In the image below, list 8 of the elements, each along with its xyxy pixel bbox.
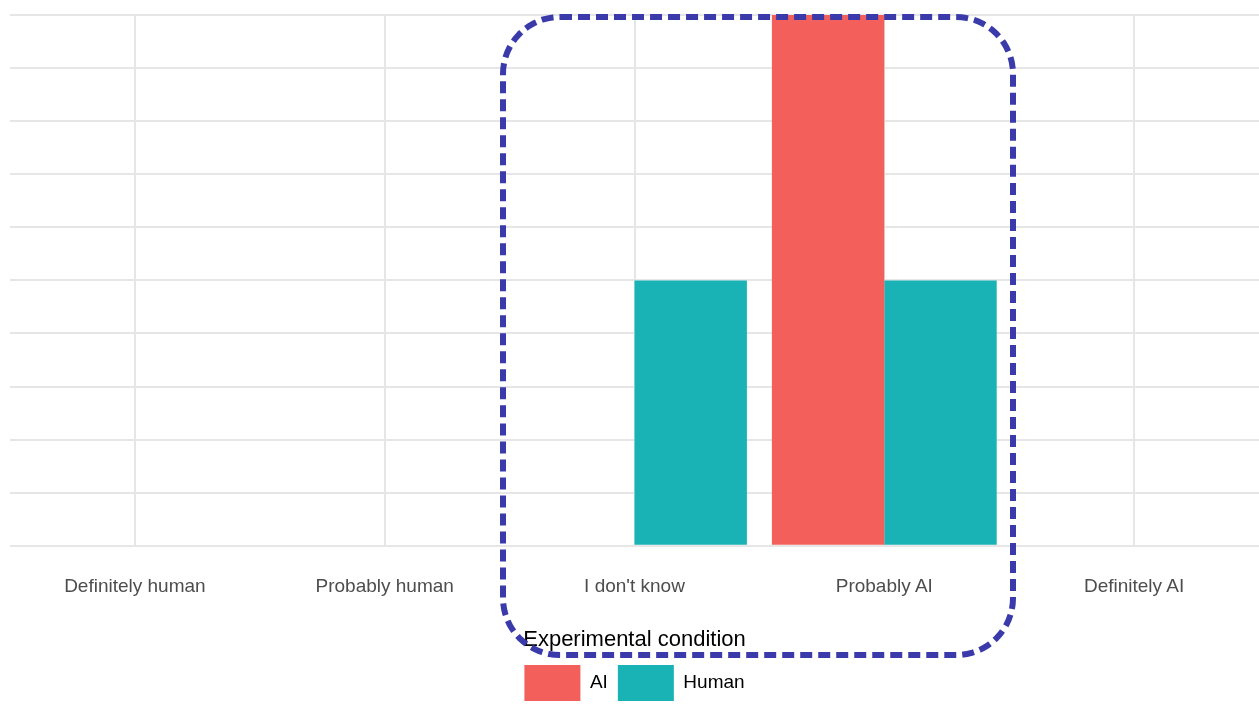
x-tick-label: I don't know — [584, 575, 686, 597]
x-tick-label: Probably human — [315, 575, 454, 597]
x-tick-label: Probably AI — [835, 575, 933, 597]
legend-label: Human — [683, 671, 745, 693]
legend-label: AI — [589, 671, 608, 693]
x-tick-label: Definitely AI — [1083, 575, 1185, 597]
x-tick-label: Definitely human — [64, 575, 206, 597]
legend-title: Experimental condition — [523, 625, 746, 651]
